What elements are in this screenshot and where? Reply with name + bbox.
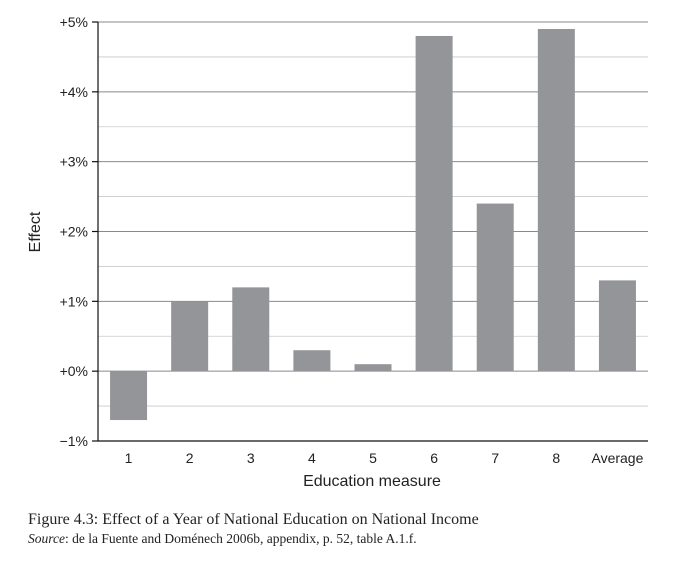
bar-4 <box>293 350 331 372</box>
bar-chart: −1% +0% +1% +2% +3% +4% +5% 1 2 3 4 5 6 7 8 Average Ef… <box>27 14 648 490</box>
x-tick-label: 1 <box>125 450 133 466</box>
x-tick-label: 5 <box>369 450 377 466</box>
caption-title: Figure 4.3: Effect of a Year of National… <box>28 511 479 528</box>
bar-6 <box>415 35 453 372</box>
x-tick-label: 3 <box>247 450 255 466</box>
x-tick-label: 4 <box>308 450 316 466</box>
x-axis-title: Education measure <box>303 473 441 490</box>
y-tick-label: +4% <box>60 84 88 100</box>
y-tick-label: +1% <box>60 293 88 309</box>
caption-source-text: : de la Fuente and Doménech 2006b, appen… <box>65 531 417 546</box>
bar-7 <box>476 203 514 372</box>
bars <box>110 28 636 421</box>
bar-3 <box>232 287 270 372</box>
y-tick-label: +2% <box>60 224 88 240</box>
caption-source-label: Source <box>28 531 65 546</box>
bar-1 <box>110 371 148 421</box>
x-tick-labels: 1 2 3 4 5 6 7 8 Average <box>125 450 644 466</box>
bar-5 <box>354 364 392 372</box>
y-tick-labels: −1% +0% +1% +2% +3% +4% +5% <box>60 14 88 449</box>
y-tick-label: +5% <box>60 14 88 30</box>
bar-8 <box>537 28 575 372</box>
y-tick-label: +0% <box>60 363 88 379</box>
x-tick-label: 8 <box>552 450 560 466</box>
x-tick-label: 2 <box>186 450 194 466</box>
bar-average <box>598 280 636 372</box>
axes <box>92 21 648 442</box>
x-tick-label: 6 <box>430 450 438 466</box>
x-tick-label: Average <box>591 450 643 466</box>
y-axis-title: Effect <box>27 211 44 252</box>
caption-source: Source: de la Fuente and Doménech 2006b,… <box>28 530 688 548</box>
bar-2 <box>171 301 209 372</box>
y-tick-label: +3% <box>60 154 88 170</box>
x-tick-label: 7 <box>491 450 499 466</box>
figure-caption: Figure 4.3: Effect of a Year of National… <box>28 510 688 548</box>
y-tick-label: −1% <box>60 433 88 449</box>
